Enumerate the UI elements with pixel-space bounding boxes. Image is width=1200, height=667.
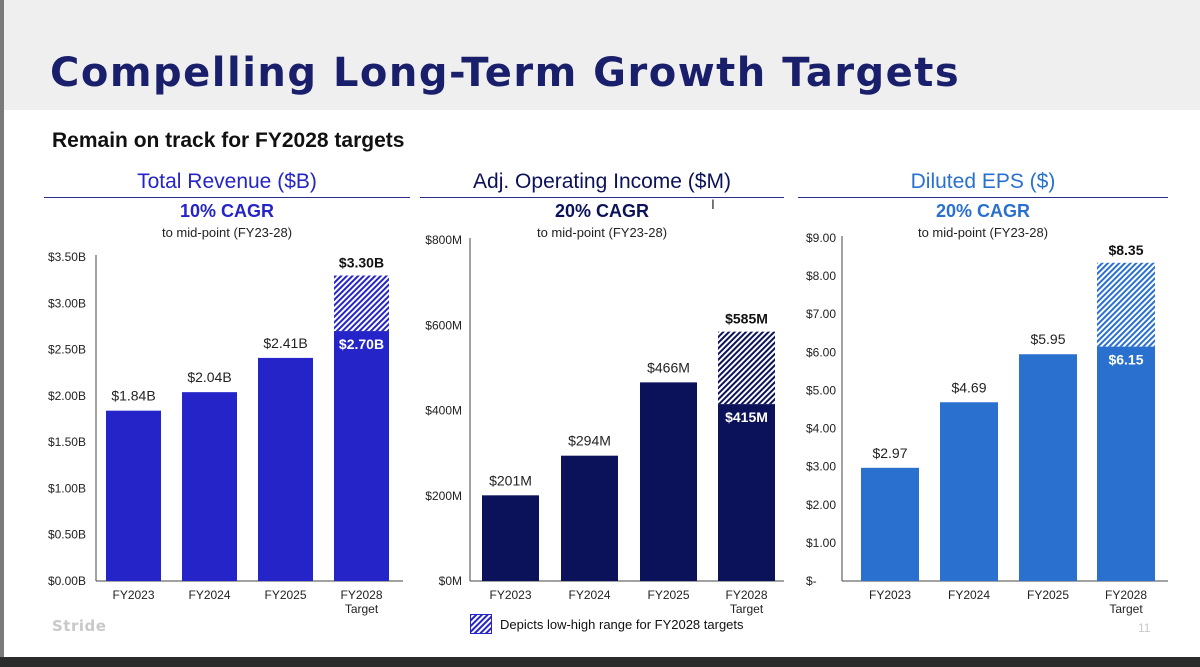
bar — [861, 467, 919, 581]
eps-chart-title: Diluted EPS ($) — [910, 170, 1056, 193]
x-tick-label: Target — [730, 602, 764, 616]
target-range-bar — [334, 275, 389, 332]
slide-subtitle: Remain on track for FY2028 targets — [52, 129, 405, 152]
hatch-legend-label: Depicts low-high range for FY2028 target… — [500, 617, 744, 632]
bar — [1019, 354, 1077, 581]
y-tick-label: $4.00 — [806, 422, 836, 436]
y-tick-label: $5.00 — [806, 383, 836, 397]
bar — [640, 382, 697, 581]
x-tick-label: Target — [345, 602, 379, 616]
title-band — [0, 0, 1200, 110]
data-label: $4.69 — [951, 379, 986, 395]
bar — [1097, 346, 1155, 581]
y-tick-label: $- — [806, 574, 817, 588]
bar — [718, 404, 775, 581]
target-high-label: $8.35 — [1108, 242, 1143, 258]
target-high-label: $585M — [725, 311, 768, 327]
revenue-title-rule — [44, 197, 410, 198]
revenue-chart-title: Total Revenue ($B) — [137, 170, 317, 193]
y-tick-label: $0.00B — [48, 574, 86, 588]
slide-title: Compelling Long-Term Growth Targets — [50, 50, 961, 96]
window-left-edge — [0, 0, 4, 658]
target-range-bar — [1097, 262, 1155, 347]
revenue-cagr-note: to mid-point (FY23-28) — [161, 225, 293, 240]
eps-chart: $- $1.00 $2.00 $3.00 $4.00 $5.00 $6.00 $7.00 $8.… — [806, 231, 1168, 616]
operating-income-panel: $0M $200M $400M $600M $800M $201M FY2023 $294M F… — [420, 170, 784, 630]
revenue-chart: $0.00B $0.50B $1.00B $1.50B $2.00B $2.50B $3.0… — [48, 250, 403, 616]
data-label: $1.84B — [111, 388, 155, 404]
x-tick-label: FY2025 — [264, 588, 306, 602]
x-tick-label: FY2028 — [340, 588, 382, 602]
y-tick-label: $200M — [425, 489, 462, 503]
bar — [482, 495, 539, 581]
y-tick-label: $0.50B — [48, 528, 86, 542]
y-tick-label: $3.00 — [806, 460, 836, 474]
x-tick-label: FY2028 — [1105, 588, 1147, 602]
data-label: $6.15 — [1108, 352, 1143, 368]
y-tick-label: $1.00 — [806, 536, 836, 550]
y-tick-label: $800M — [425, 233, 462, 247]
y-tick-label: $3.50B — [48, 250, 86, 264]
data-label: $201M — [489, 472, 532, 488]
bar — [334, 331, 389, 581]
y-tick-label: $600M — [425, 318, 462, 332]
eps-cagr: 20% CAGR — [935, 201, 1031, 221]
x-tick-label: FY2023 — [489, 588, 531, 602]
y-tick-label: $2.00 — [806, 498, 836, 512]
x-tick-label: FY2024 — [948, 588, 990, 602]
eps-panel: $- $1.00 $2.00 $3.00 $4.00 $5.00 $6.00 $7.00 $8.… — [798, 170, 1168, 630]
y-tick-label: $400M — [425, 404, 462, 418]
page-number: 11 — [1138, 621, 1151, 635]
operating-income-cagr-note: to mid-point (FY23-28) — [536, 225, 668, 240]
y-tick-label: $3.00B — [48, 296, 86, 310]
y-tick-label: $1.00B — [48, 481, 86, 495]
data-label: $5.95 — [1030, 331, 1065, 347]
target-range-bar — [718, 331, 775, 405]
x-tick-label: FY2023 — [112, 588, 154, 602]
revenue-panel: $0.00B $0.50B $1.00B $1.50B $2.00B $2.50B $3.0… — [44, 170, 410, 630]
bar — [258, 357, 313, 581]
x-tick-label: FY2024 — [188, 588, 230, 602]
y-tick-label: $0M — [439, 574, 462, 588]
data-label: $2.41B — [263, 335, 307, 351]
data-label: $294M — [568, 433, 611, 449]
taskbar-strip — [0, 657, 1200, 667]
bar — [182, 392, 237, 581]
x-tick-label: FY2024 — [568, 588, 610, 602]
hatch-legend-swatch — [470, 614, 492, 634]
y-tick-label: $6.00 — [806, 345, 836, 359]
eps-cagr-note: to mid-point (FY23-28) — [917, 225, 1049, 240]
bar — [940, 402, 998, 581]
operating-income-chart: $0M $200M $400M $600M $800M $201M FY2023 $294M F… — [425, 233, 784, 616]
text-cursor-icon: I — [711, 196, 715, 212]
bar — [106, 410, 161, 581]
x-tick-label: FY2025 — [1027, 588, 1069, 602]
x-tick-label: Target — [1109, 602, 1143, 616]
eps-title-rule — [798, 197, 1168, 198]
y-tick-label: $2.00B — [48, 389, 86, 403]
data-label: $2.97 — [872, 445, 907, 461]
y-tick-label: $2.50B — [48, 343, 86, 357]
operating-income-cagr: 20% CAGR — [554, 201, 650, 221]
x-tick-label: FY2023 — [869, 588, 911, 602]
y-tick-label: $9.00 — [806, 231, 836, 245]
revenue-cagr: 10% CAGR — [179, 201, 275, 221]
data-label: $415M — [725, 409, 768, 425]
y-tick-label: $1.50B — [48, 435, 86, 449]
data-label: $2.70B — [339, 336, 384, 352]
x-tick-label: FY2028 — [725, 588, 767, 602]
operating-income-title-rule — [420, 197, 784, 198]
stride-logo: Stride — [52, 617, 107, 635]
bar — [561, 455, 618, 581]
target-high-label: $3.30B — [339, 255, 384, 271]
y-tick-label: $8.00 — [806, 269, 836, 283]
data-label: $466M — [647, 359, 690, 375]
y-tick-label: $7.00 — [806, 307, 836, 321]
x-tick-label: FY2025 — [647, 588, 689, 602]
operating-income-chart-title: Adj. Operating Income ($M) — [473, 170, 731, 193]
data-label: $2.04B — [187, 369, 231, 385]
